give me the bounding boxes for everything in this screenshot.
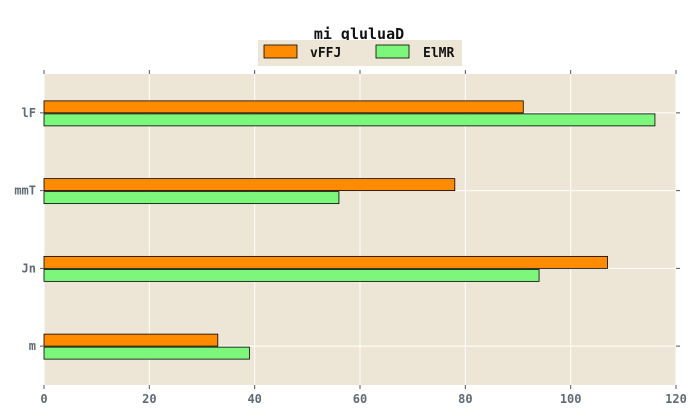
bar-elmr-mmt	[43, 191, 340, 205]
bar-elmr-lf	[43, 113, 656, 127]
y-tick-label-lf: lF	[22, 106, 36, 120]
legend-label-vffj: vFFJ	[310, 46, 341, 61]
bar-vffj-jn	[43, 255, 608, 269]
legend: vFFJ ElMR	[258, 40, 462, 66]
legend-label-elmr: ElMR	[423, 46, 454, 61]
bar-elmr-jn	[43, 268, 540, 282]
bar-elmr-m	[43, 346, 250, 360]
x-tick-label: 60	[353, 392, 367, 406]
bar-vffj-mmt	[43, 178, 456, 192]
x-tick-label: 20	[142, 392, 156, 406]
bar-vffj-m	[43, 333, 219, 347]
y-tick-label-m: m	[29, 339, 36, 353]
bars	[43, 100, 656, 360]
legend-swatch-vffj	[263, 44, 298, 59]
chart-title: mi qluluaD	[314, 25, 404, 43]
x-tick-label: 40	[247, 392, 261, 406]
bar-vffj-lf	[43, 100, 524, 114]
x-tick-label: 120	[665, 392, 687, 406]
legend-swatch-elmr	[375, 44, 410, 59]
y-tick-label-mmt: mmT	[14, 184, 36, 198]
y-tick-label-jn: Jn	[22, 261, 36, 275]
x-tick-label: 0	[40, 392, 47, 406]
x-tick-label: 100	[560, 392, 582, 406]
x-axis-ticks: 0 20 40 60 80 100 120	[40, 70, 687, 406]
y-axis-ticks: lF mmT Jn m	[14, 106, 680, 353]
x-tick-label: 80	[458, 392, 472, 406]
